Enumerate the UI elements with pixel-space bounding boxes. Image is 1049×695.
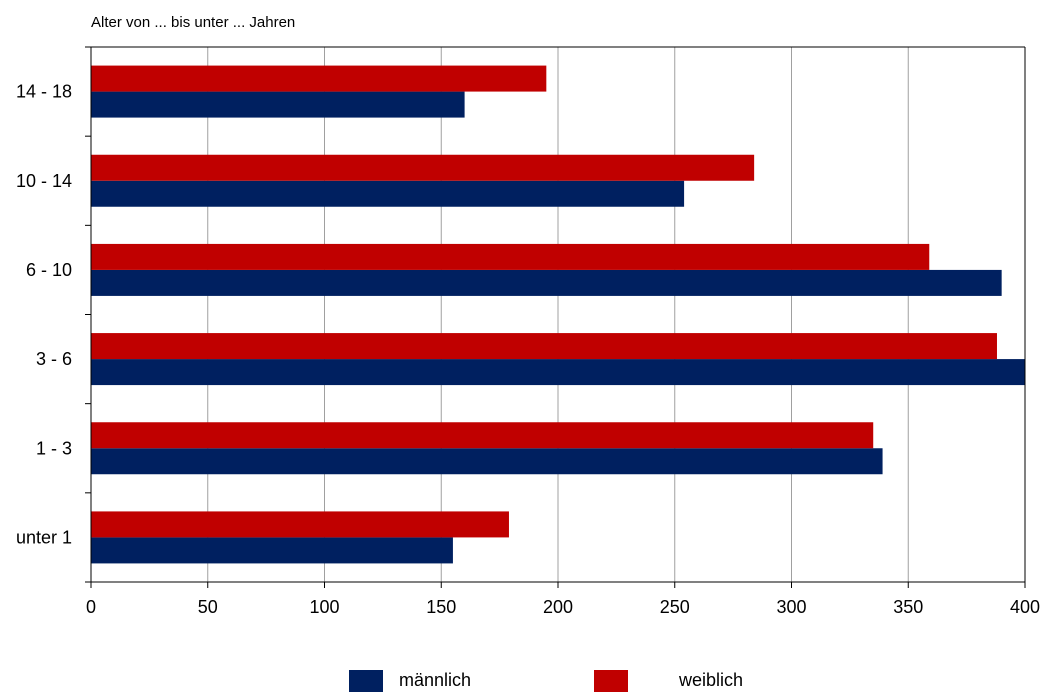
bar-maennlich — [91, 359, 1025, 386]
x-tick-labels: 0 50 100 150 200 250 300 350 400 — [86, 597, 1040, 617]
bar-weiblich — [91, 154, 755, 181]
x-tick-label: 150 — [426, 597, 456, 617]
y-tick-label: 14 - 18 — [16, 82, 72, 102]
x-tick-label: 350 — [893, 597, 923, 617]
axis-title: Alter von ... bis unter ... Jahren — [91, 14, 295, 31]
y-tick-label: 1 - 3 — [36, 438, 72, 458]
bar-weiblich — [91, 422, 874, 449]
bar-weiblich — [91, 65, 547, 92]
bars — [91, 65, 1025, 564]
x-tick-label: 100 — [309, 597, 339, 617]
bar-maennlich — [91, 91, 465, 118]
y-tick-labels: unter 1 1 - 3 3 - 6 6 - 10 10 - 14 14 - 18 — [16, 82, 72, 548]
legend-label-maennlich: männlich — [399, 670, 471, 690]
x-tick-label: 250 — [660, 597, 690, 617]
y-tick-label: 6 - 10 — [26, 260, 72, 280]
y-tick-label: unter 1 — [16, 527, 72, 547]
legend: männlich weiblich — [349, 670, 743, 692]
bar-weiblich — [91, 333, 997, 360]
y-tick-label: 10 - 14 — [16, 171, 72, 191]
bar-maennlich — [91, 180, 685, 207]
x-tick-label: 200 — [543, 597, 573, 617]
grid-lines — [207, 47, 1026, 582]
bar-maennlich — [91, 537, 453, 564]
x-tick-label: 0 — [86, 597, 96, 617]
bar-maennlich — [91, 448, 883, 475]
axes — [85, 46, 1026, 588]
legend-swatch-maennlich — [349, 670, 383, 692]
legend-swatch-weiblich — [594, 670, 628, 692]
x-tick-label: 400 — [1010, 597, 1040, 617]
x-tick-label: 300 — [776, 597, 806, 617]
bar-weiblich — [91, 243, 930, 270]
legend-label-weiblich: weiblich — [678, 670, 743, 690]
y-tick-label: 3 - 6 — [36, 349, 72, 369]
bar-maennlich — [91, 269, 1002, 296]
x-tick-label: 50 — [198, 597, 218, 617]
bar-weiblich — [91, 511, 509, 538]
